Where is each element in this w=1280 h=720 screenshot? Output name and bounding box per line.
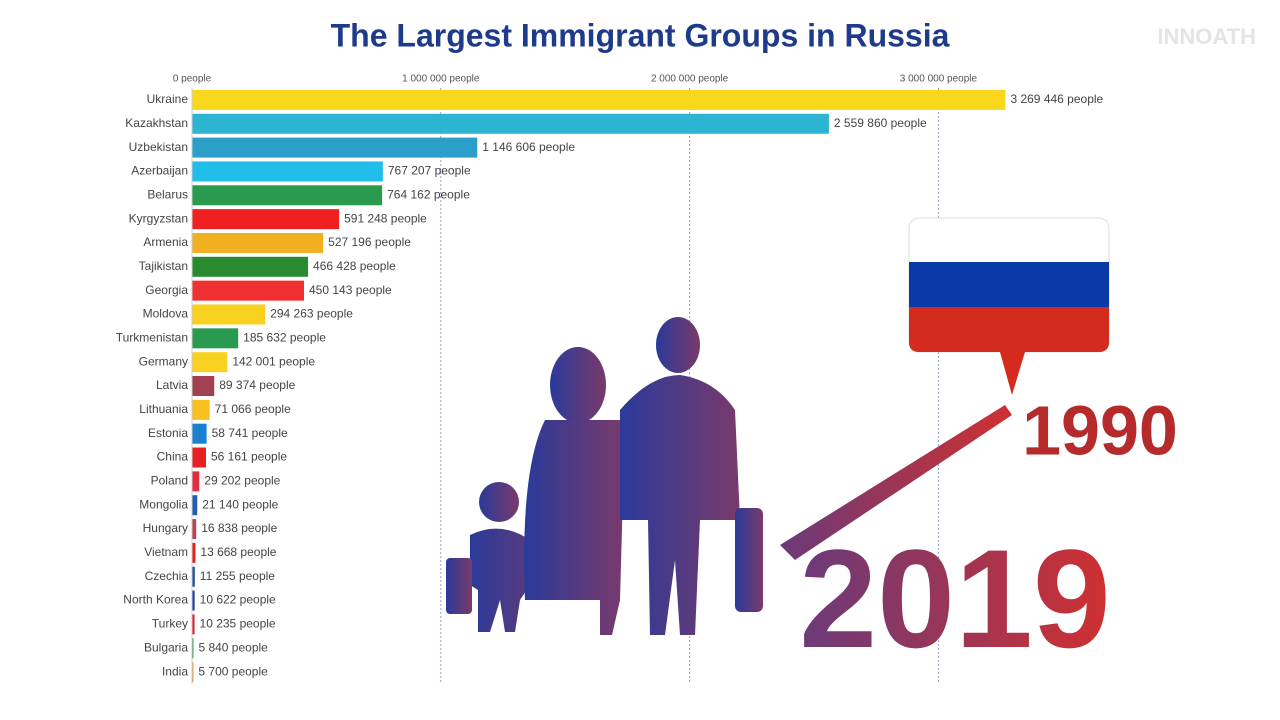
current-year: 2019 <box>799 520 1110 677</box>
x-tick-label: 3 000 000 people <box>900 74 978 85</box>
category-label: Kyrgyzstan <box>129 211 188 225</box>
category-label: Czechia <box>145 569 189 583</box>
category-label: Lithuania <box>139 402 188 416</box>
bar <box>192 89 1006 110</box>
category-label: Mongolia <box>139 497 188 511</box>
bar <box>192 423 207 444</box>
category-label: Moldova <box>143 307 189 321</box>
category-label: Uzbekistan <box>129 140 188 154</box>
bar <box>192 280 304 301</box>
bar <box>192 185 383 206</box>
value-label: 58 741 people <box>212 426 288 440</box>
value-label: 591 248 people <box>344 211 427 225</box>
category-label: Georgia <box>145 283 188 297</box>
value-label: 71 066 people <box>215 402 291 416</box>
bar <box>192 590 195 611</box>
value-label: 2 559 860 people <box>834 116 927 130</box>
value-label: 89 374 people <box>219 378 295 392</box>
value-label: 767 207 people <box>388 164 471 178</box>
bar <box>192 662 194 683</box>
chart-title: The Largest Immigrant Groups in Russia <box>331 17 950 53</box>
category-label: Poland <box>151 474 188 488</box>
category-label: Germany <box>139 354 188 368</box>
value-label: 11 255 people <box>200 569 276 583</box>
value-label: 466 428 people <box>313 259 396 273</box>
value-label: 16 838 people <box>201 521 277 535</box>
bar <box>192 638 194 659</box>
bar <box>192 328 239 349</box>
category-label: Armenia <box>143 235 188 249</box>
bars: 0 people 1 000 000 people 2 000 000 people… <box>116 74 1104 684</box>
category-label: Belarus <box>147 187 188 201</box>
bar <box>192 137 478 158</box>
x-tick-label: 1 000 000 people <box>402 74 480 85</box>
bar <box>192 256 309 277</box>
bar <box>192 542 196 563</box>
value-label: 10 622 people <box>200 593 276 607</box>
value-label: 450 143 people <box>309 283 392 297</box>
category-label: Bulgaria <box>144 640 188 654</box>
category-label: Kazakhstan <box>125 116 188 130</box>
category-label: Turkmenistan <box>116 330 188 344</box>
value-label: 56 161 people <box>211 450 287 464</box>
start-year: 1990 <box>1022 391 1178 469</box>
bar <box>192 399 210 420</box>
category-label: Hungary <box>143 521 188 535</box>
value-label: 13 668 people <box>200 545 276 559</box>
category-label: China <box>157 450 189 464</box>
x-tick-label: 0 people <box>173 74 212 85</box>
watermark: INNOATH <box>1157 24 1256 49</box>
value-label: 764 162 people <box>387 187 470 201</box>
value-label: 1 146 606 people <box>482 140 575 154</box>
x-tick-label: 2 000 000 people <box>651 74 729 85</box>
bar <box>192 495 198 516</box>
bar <box>192 113 829 134</box>
family-silhouette <box>446 317 763 635</box>
category-label: India <box>162 664 188 678</box>
russia-flag <box>780 217 1110 560</box>
category-label: Azerbaijan <box>131 164 188 178</box>
bar <box>192 352 228 373</box>
value-label: 29 202 people <box>204 474 280 488</box>
value-label: 185 632 people <box>243 330 326 344</box>
category-label: Tajikistan <box>139 259 188 273</box>
bar <box>192 304 266 325</box>
value-label: 5 840 people <box>198 640 268 654</box>
bar <box>192 232 324 253</box>
value-label: 294 263 people <box>270 307 353 321</box>
value-label: 21 140 people <box>202 497 278 511</box>
bar <box>192 614 195 635</box>
category-label: Vietnam <box>144 545 188 559</box>
bar <box>192 566 195 587</box>
value-label: 3 269 446 people <box>1010 92 1103 106</box>
bar <box>192 519 197 540</box>
bar <box>192 376 215 396</box>
category-label: Estonia <box>148 426 188 440</box>
bar <box>192 447 206 468</box>
category-label: Ukraine <box>147 92 189 106</box>
category-label: North Korea <box>123 593 188 607</box>
bar <box>192 161 383 182</box>
bar <box>192 471 200 492</box>
value-label: 10 235 people <box>200 617 276 631</box>
category-label: Turkey <box>152 617 188 631</box>
value-label: 5 700 people <box>198 664 268 678</box>
value-label: 142 001 people <box>232 354 315 368</box>
bar <box>192 209 340 230</box>
value-label: 527 196 people <box>328 235 411 249</box>
category-label: Latvia <box>156 378 188 392</box>
